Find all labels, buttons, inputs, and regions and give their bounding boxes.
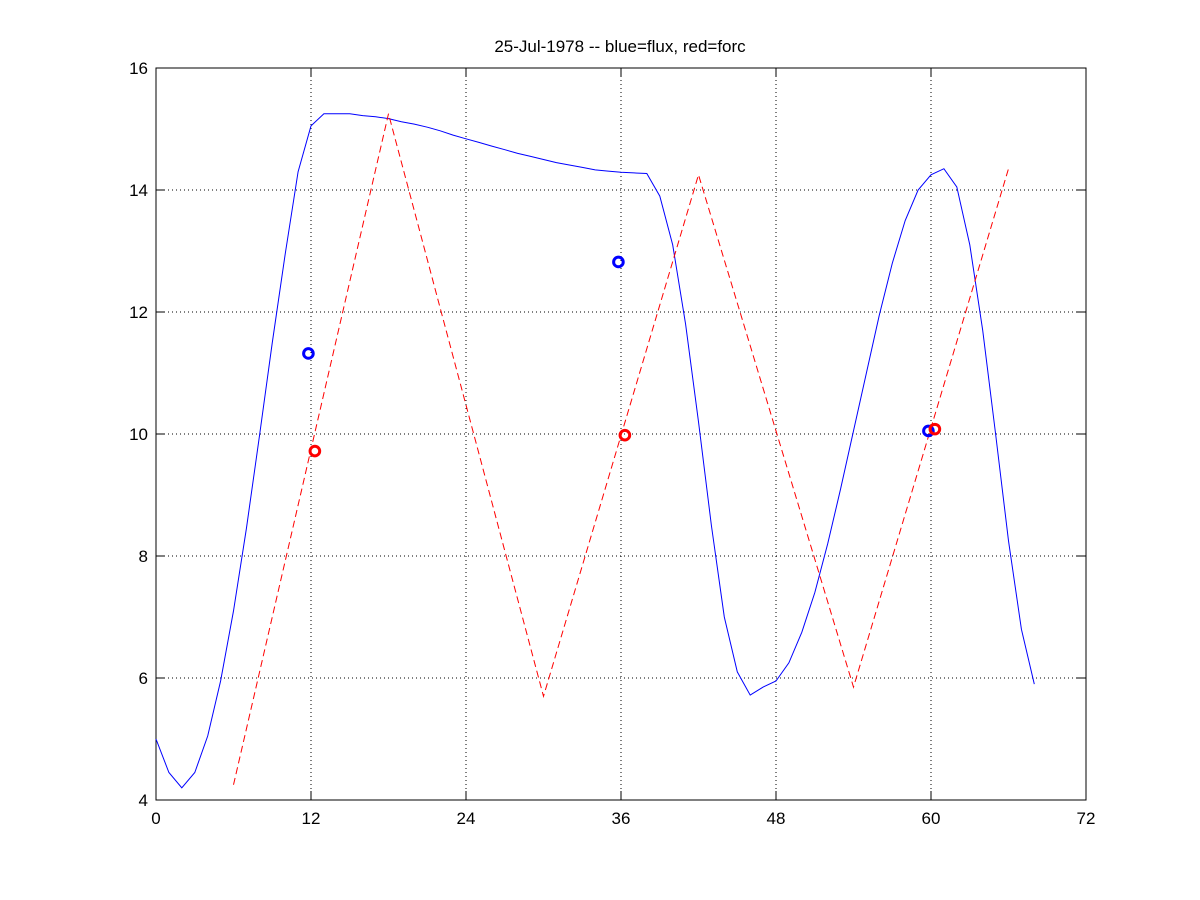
y-tick-label: 10: [129, 425, 148, 444]
axis-ticks: 0 12 24 36 48 60 72 4 6 8 10 12 14 16: [129, 59, 1095, 828]
red-circle-marker: [928, 422, 942, 436]
x-tick-label: 0: [151, 809, 160, 828]
y-tick-label: 16: [129, 59, 148, 78]
x-tick-label: 12: [302, 809, 321, 828]
x-tick-label: 48: [767, 809, 786, 828]
y-tick-label: 8: [139, 547, 148, 566]
red-circle-marker: [308, 444, 322, 458]
y-tick-label: 14: [129, 181, 148, 200]
y-tick-label: 4: [139, 791, 148, 810]
blue-solid-series-line: [155, 113, 1035, 789]
x-tick-label: 24: [457, 809, 476, 828]
red-circle-marker: [618, 428, 632, 442]
data-markers: [302, 255, 942, 458]
y-tick-label: 6: [139, 669, 148, 688]
x-tick-label: 36: [612, 809, 631, 828]
chart-title: 25-Jul-1978 -- blue=flux, red=forc: [494, 37, 746, 56]
x-tick-label: 60: [922, 809, 941, 828]
x-tick-label: 72: [1077, 809, 1096, 828]
series-lines: [155, 113, 1035, 789]
blue-circle-marker: [922, 424, 935, 438]
blue-circle-marker: [302, 347, 315, 360]
y-tick-label: 12: [129, 303, 148, 322]
blue-circle-marker: [612, 255, 625, 269]
